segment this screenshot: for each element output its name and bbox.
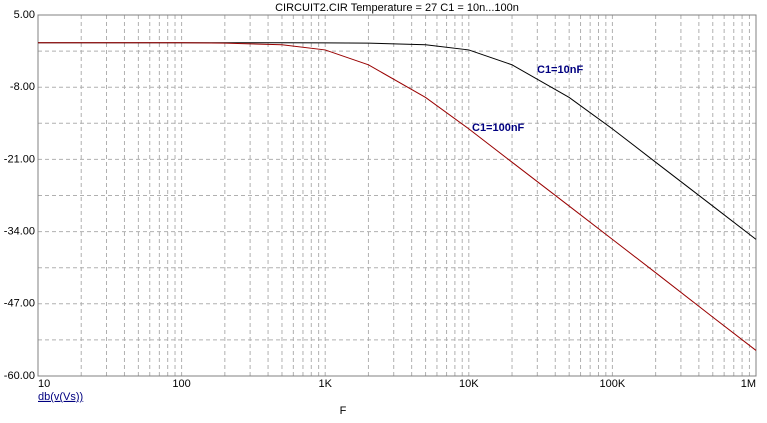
x-tick-label: 100 — [172, 378, 190, 390]
curve-label: C1=100nF — [472, 122, 525, 134]
chart-title: CIRCUIT2.CIR Temperature = 27 C1 = 10n..… — [275, 2, 519, 14]
x-tick-label: 1K — [318, 378, 332, 390]
x-tick-label: 10 — [38, 378, 50, 390]
y-axis-label[interactable]: db(v(Vs)) — [38, 391, 83, 403]
series-line — [38, 42, 757, 240]
plot-frame — [37, 14, 757, 377]
series-line — [38, 42, 757, 351]
y-tick-label: -60.00 — [4, 370, 35, 382]
y-tick-label: -34.00 — [4, 226, 35, 238]
x-axis-label: F — [340, 405, 347, 417]
x-tick-label: 10K — [459, 378, 479, 390]
y-tick-label: -21.00 — [4, 153, 35, 165]
curve-label: C1=10nF — [537, 64, 583, 76]
y-tick-label: 5.00 — [14, 9, 35, 21]
y-tick-label: -8.00 — [10, 81, 35, 93]
x-tick-label: 1M — [741, 378, 756, 390]
y-tick-label: -47.00 — [4, 298, 35, 310]
x-tick-label: 100K — [600, 378, 626, 390]
